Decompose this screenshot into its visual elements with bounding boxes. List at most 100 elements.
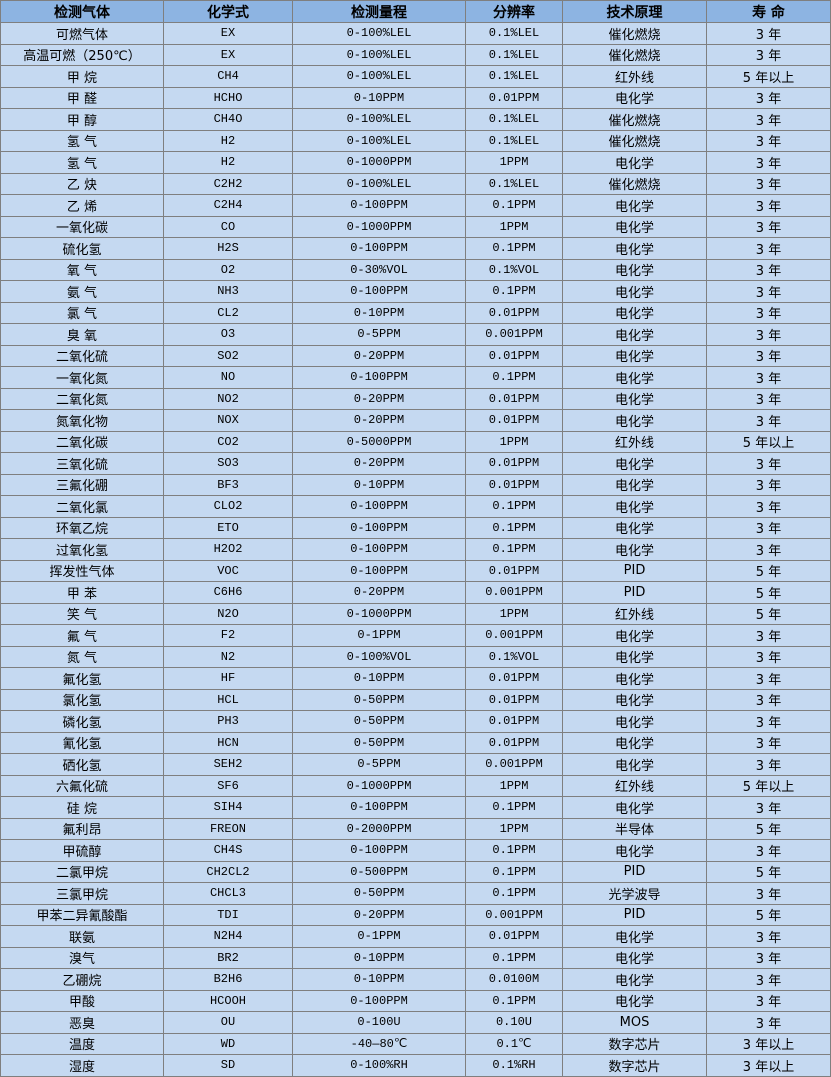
- table-row: 环氧乙烷 ETO 0-100PPM 0.1PPM 电化学 3 年: [0, 516, 831, 539]
- cell-formula: HCOOH: [163, 989, 293, 1012]
- cell-gas-name: 甲苯二异氰酸酯: [0, 903, 164, 926]
- cell-formula: C2H4: [163, 194, 293, 217]
- table-row: 氮 气 N2 0-100%VOL 0.1%VOL 电化学 3 年: [0, 645, 831, 668]
- cell-range: 0-100PPM: [292, 559, 466, 582]
- cell-principle: 电化学: [562, 731, 707, 754]
- cell-formula: N2H4: [163, 925, 293, 948]
- cell-formula: CLO2: [163, 495, 293, 518]
- table-row: 氢 气 H2 0-1000PPM 1PPM 电化学 3 年: [0, 151, 831, 174]
- table-row: 温度 WD -40—80℃ 0.1℃ 数字芯片 3 年以上: [0, 1032, 831, 1055]
- cell-resolution: 1PPM: [465, 151, 563, 174]
- cell-resolution: 0.1%RH: [465, 1054, 563, 1077]
- cell-principle: 红外线: [562, 774, 707, 797]
- cell-range: 0-2000PPM: [292, 817, 466, 840]
- cell-principle: 催化燃烧: [562, 22, 707, 45]
- cell-range: 0-100PPM: [292, 237, 466, 260]
- table-row: 挥发性气体 VOC 0-100PPM 0.01PPM PID 5 年: [0, 559, 831, 582]
- cell-lifespan: 3 年: [706, 710, 831, 733]
- cell-principle: PID: [562, 581, 707, 604]
- cell-gas-name: 甲酸: [0, 989, 164, 1012]
- cell-formula: ETO: [163, 516, 293, 539]
- cell-formula: BR2: [163, 946, 293, 969]
- table-row: 氰化氢 HCN 0-50PPM 0.01PPM 电化学 3 年: [0, 731, 831, 754]
- cell-principle: 电化学: [562, 194, 707, 217]
- table-row: 氟利昂 FREON 0-2000PPM 1PPM 半导体 5 年: [0, 817, 831, 840]
- cell-formula: NOX: [163, 409, 293, 432]
- cell-lifespan: 3 年: [706, 882, 831, 905]
- cell-lifespan: 5 年: [706, 903, 831, 926]
- table-row: 氨 气 NH3 0-100PPM 0.1PPM 电化学 3 年: [0, 280, 831, 303]
- cell-range: 0-50PPM: [292, 688, 466, 711]
- table-row: 一氧化碳 CO 0-1000PPM 1PPM 电化学 3 年: [0, 215, 831, 238]
- cell-gas-name: 硅 烷: [0, 796, 164, 819]
- cell-gas-name: 二氯甲烷: [0, 860, 164, 883]
- cell-gas-name: 六氟化硫: [0, 774, 164, 797]
- cell-range: 0-100%RH: [292, 1054, 466, 1077]
- cell-formula: CO: [163, 215, 293, 238]
- cell-gas-name: 甲 苯: [0, 581, 164, 604]
- cell-lifespan: 3 年: [706, 946, 831, 969]
- cell-formula: H2O2: [163, 538, 293, 561]
- cell-resolution: 0.1%LEL: [465, 65, 563, 88]
- cell-range: 0-100%LEL: [292, 129, 466, 152]
- cell-gas-name: 氟 气: [0, 624, 164, 647]
- cell-lifespan: 3 年以上: [706, 1032, 831, 1055]
- cell-range: 0-10PPM: [292, 667, 466, 690]
- cell-gas-name: 氢 气: [0, 151, 164, 174]
- cell-lifespan: 3 年: [706, 452, 831, 475]
- cell-lifespan: 3 年: [706, 323, 831, 346]
- header-formula: 化学式: [163, 0, 293, 23]
- cell-resolution: 0.001PPM: [465, 323, 563, 346]
- table-row: 甲 醛 HCHO 0-10PPM 0.01PPM 电化学 3 年: [0, 86, 831, 109]
- cell-gas-name: 乙 烯: [0, 194, 164, 217]
- cell-lifespan: 3 年: [706, 280, 831, 303]
- cell-resolution: 0.01PPM: [465, 473, 563, 496]
- cell-resolution: 0.001PPM: [465, 624, 563, 647]
- cell-lifespan: 3 年: [706, 624, 831, 647]
- cell-principle: 电化学: [562, 323, 707, 346]
- table-row: 氟 气 F2 0-1PPM 0.001PPM 电化学 3 年: [0, 624, 831, 647]
- cell-formula: FREON: [163, 817, 293, 840]
- cell-gas-name: 二氧化硫: [0, 344, 164, 367]
- cell-formula: SO2: [163, 344, 293, 367]
- cell-resolution: 0.1PPM: [465, 366, 563, 389]
- cell-range: 0-100%LEL: [292, 172, 466, 195]
- cell-formula: SEH2: [163, 753, 293, 776]
- table-row: 臭 氧 O3 0-5PPM 0.001PPM 电化学 3 年: [0, 323, 831, 346]
- cell-range: 0-20PPM: [292, 452, 466, 475]
- cell-gas-name: 三氧化硫: [0, 452, 164, 475]
- cell-lifespan: 3 年: [706, 796, 831, 819]
- header-principle: 技术原理: [562, 0, 707, 23]
- table-row: 氯 气 CL2 0-10PPM 0.01PPM 电化学 3 年: [0, 301, 831, 324]
- cell-principle: 电化学: [562, 839, 707, 862]
- cell-principle: 电化学: [562, 301, 707, 324]
- table-row: 硅 烷 SIH4 0-100PPM 0.1PPM 电化学 3 年: [0, 796, 831, 819]
- cell-range: 0-5PPM: [292, 753, 466, 776]
- cell-resolution: 0.1℃: [465, 1032, 563, 1055]
- cell-gas-name: 硫化氢: [0, 237, 164, 260]
- cell-range: 0-1PPM: [292, 925, 466, 948]
- table-row: 乙硼烷 B2H6 0-10PPM 0.0100M 电化学 3 年: [0, 968, 831, 991]
- cell-gas-name: 笑 气: [0, 602, 164, 625]
- cell-resolution: 1PPM: [465, 602, 563, 625]
- cell-formula: N2: [163, 645, 293, 668]
- cell-formula: HCHO: [163, 86, 293, 109]
- cell-range: 0-1000PPM: [292, 774, 466, 797]
- cell-principle: 电化学: [562, 688, 707, 711]
- table-row: 甲酸 HCOOH 0-100PPM 0.1PPM 电化学 3 年: [0, 989, 831, 1012]
- cell-resolution: 0.1%LEL: [465, 108, 563, 131]
- cell-range: 0-10PPM: [292, 968, 466, 991]
- cell-principle: 电化学: [562, 645, 707, 668]
- cell-gas-name: 一氧化碳: [0, 215, 164, 238]
- cell-range: 0-10PPM: [292, 86, 466, 109]
- table-row: 甲 醇 CH4O 0-100%LEL 0.1%LEL 催化燃烧 3 年: [0, 108, 831, 131]
- cell-range: 0-100PPM: [292, 516, 466, 539]
- cell-formula: TDI: [163, 903, 293, 926]
- cell-lifespan: 3 年: [706, 538, 831, 561]
- cell-resolution: 0.1PPM: [465, 839, 563, 862]
- table-row: 笑 气 N2O 0-1000PPM 1PPM 红外线 5 年: [0, 602, 831, 625]
- cell-formula: BF3: [163, 473, 293, 496]
- table-row: 溴气 BR2 0-10PPM 0.1PPM 电化学 3 年: [0, 946, 831, 969]
- cell-formula: CHCL3: [163, 882, 293, 905]
